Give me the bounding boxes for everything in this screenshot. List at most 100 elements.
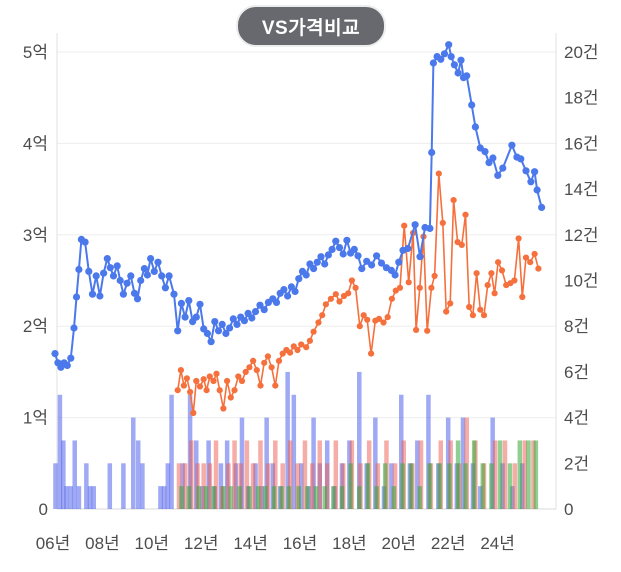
blue-price-line-point <box>158 272 166 280</box>
red-volume-bar <box>265 463 271 509</box>
y-axis-right-tick-label: 0 <box>564 500 573 519</box>
red-volume-bar <box>287 440 293 509</box>
green-volume-bar <box>437 463 442 509</box>
orange-price-line-point <box>439 219 446 226</box>
orange-price-line-point <box>322 301 329 308</box>
blue-price-line-point <box>450 61 458 69</box>
green-volume-bar <box>237 486 242 509</box>
blue-volume-bar <box>84 463 89 509</box>
green-volume-bar <box>427 463 432 509</box>
orange-price-line-point <box>227 394 234 401</box>
blue-volume-bar <box>140 463 145 509</box>
blue-price-line-point <box>260 306 268 314</box>
red-volume-bar <box>310 463 315 509</box>
orange-price-line-point <box>498 267 506 274</box>
blue-price-line-point <box>363 257 371 265</box>
blue-volume-bar <box>57 394 63 509</box>
blue-price-line-point <box>284 292 292 300</box>
blue-volume-bar <box>165 463 171 509</box>
chart-title-badge[interactable]: VS가격비교 <box>236 5 386 47</box>
blue-price-line-point <box>454 69 462 77</box>
orange-price-line-point <box>356 323 363 330</box>
x-axis-tick-label: 12년 <box>184 534 219 553</box>
orange-price-line-point <box>527 259 534 266</box>
green-volume-bar <box>279 486 284 509</box>
blue-price-line-point <box>404 244 412 253</box>
red-volume-bar <box>201 463 206 509</box>
orange-price-line-point <box>388 295 395 302</box>
blue-price-line-point <box>143 271 151 279</box>
blue-volume-bar <box>285 371 290 509</box>
orange-price-line-point <box>535 265 542 272</box>
blue-price-line-point <box>411 221 419 229</box>
y-axis-right-tick-label: 10건 <box>564 272 599 291</box>
blue-volume-bar <box>298 463 304 509</box>
green-volume-bar <box>480 463 486 509</box>
orange-price-line-point <box>491 290 498 297</box>
blue-price-line-point <box>119 290 127 298</box>
green-volume-bar <box>408 463 414 509</box>
blue-price-line-point <box>185 297 193 305</box>
red-volume-bar <box>226 463 231 509</box>
blue-price-line-point <box>165 272 173 280</box>
blue-price-line-point <box>233 320 241 328</box>
green-volume-bar <box>305 486 310 509</box>
blue-price-line-point <box>226 324 234 332</box>
blue-volume-bar <box>131 417 136 509</box>
blue-price-line-point <box>256 301 264 309</box>
blue-price-line-point <box>481 148 489 156</box>
blue-price-line-point <box>75 265 83 274</box>
red-volume-bar <box>324 463 330 509</box>
green-volume-bar <box>447 463 452 509</box>
orange-price-line-point <box>443 308 450 315</box>
blue-price-line-point <box>533 186 541 194</box>
orange-price-line-point <box>224 377 231 385</box>
blue-price-line-point <box>373 252 381 260</box>
orange-price-line-point <box>246 364 253 371</box>
green-volume-bar <box>365 463 371 509</box>
blue-price-line-point <box>72 293 81 301</box>
blue-price-line-point <box>85 267 93 275</box>
blue-volume-bar <box>478 486 483 509</box>
blue-price-line-point <box>343 236 351 244</box>
green-volume-bar <box>489 463 494 509</box>
orange-price-line-point <box>220 405 227 412</box>
green-volume-bar <box>286 486 292 509</box>
blue-price-line-point <box>391 271 399 279</box>
blue-price-line-point <box>437 55 445 63</box>
orange-price-line-point <box>272 382 279 389</box>
orange-price-line-point <box>319 312 326 319</box>
blue-price-line-point <box>522 167 530 175</box>
blue-volume-bar <box>91 486 97 509</box>
blue-price-line-point <box>310 265 318 273</box>
blue-volume-bar <box>64 486 69 509</box>
orange-price-line-point <box>298 341 305 348</box>
blue-price-line-point <box>248 314 256 322</box>
red-volume-bar <box>176 463 182 509</box>
blue-price-line-point <box>100 269 108 277</box>
x-axis-tick-label: 24년 <box>480 534 515 553</box>
orange-price-line-point <box>380 319 387 326</box>
x-axis-tick-label: 18년 <box>332 534 367 553</box>
green-volume-bar <box>382 463 388 509</box>
red-volume-bar <box>189 440 194 509</box>
orange-price-line-point <box>336 298 343 305</box>
green-volume-bar <box>455 440 461 509</box>
orange-price-line-point <box>466 303 473 311</box>
blue-price-line-point <box>440 50 449 58</box>
orange-price-line-point <box>264 353 271 360</box>
blue-price-line-point <box>137 276 145 285</box>
red-volume-bar <box>258 440 263 509</box>
green-volume-bar <box>348 463 353 509</box>
blue-price-line-point <box>531 168 539 176</box>
blue-price-line-point <box>150 267 158 275</box>
red-volume-bar <box>302 440 308 509</box>
red-volume-bar <box>213 440 219 509</box>
blue-volume-bar <box>389 463 394 509</box>
blue-price-line-point <box>463 72 471 80</box>
orange-price-line-point <box>253 367 260 374</box>
blue-price-line-path <box>54 43 543 369</box>
red-volume-bar <box>273 440 278 509</box>
blue-price-line-point <box>203 329 211 338</box>
